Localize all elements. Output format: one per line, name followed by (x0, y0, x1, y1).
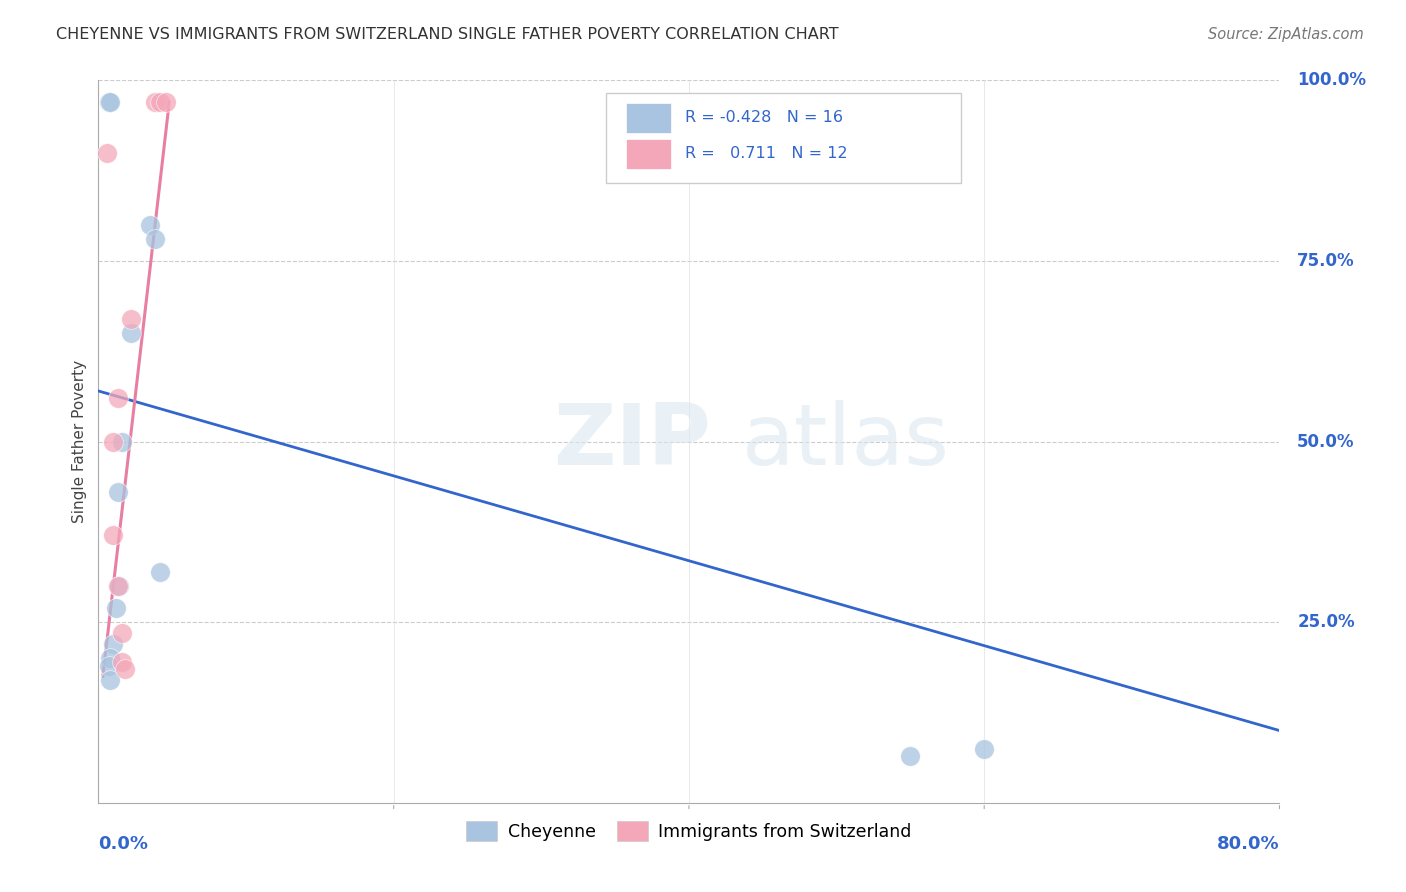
Point (111, 626, 134, 640)
Text: CHEYENNE VS IMMIGRANTS FROM SWITZERLAND SINGLE FATHER POVERTY CORRELATION CHART: CHEYENNE VS IMMIGRANTS FROM SWITZERLAND … (56, 27, 839, 42)
Point (120, 311, 142, 326)
Point (98, 651, 121, 665)
Point (103, 637, 125, 651)
Point (149, 565, 172, 579)
Point (149, 95, 172, 109)
Point (108, 579, 131, 593)
Point (111, 655, 134, 669)
Point (155, 95, 177, 109)
Legend: Cheyenne, Immigrants from Switzerland: Cheyenne, Immigrants from Switzerland (460, 814, 918, 848)
Point (96, 145, 118, 160)
Point (98, 95, 121, 109)
Text: ZIP: ZIP (553, 400, 711, 483)
FancyBboxPatch shape (626, 139, 671, 169)
Text: 25.0%: 25.0% (1298, 613, 1355, 632)
Point (105, 600, 128, 615)
Text: 50.0%: 50.0% (1298, 433, 1354, 450)
Text: 75.0%: 75.0% (1298, 252, 1355, 270)
Point (97, 95, 120, 109)
Text: R = -0.428   N = 16: R = -0.428 N = 16 (685, 111, 844, 126)
Point (139, 218, 162, 232)
Text: 100.0%: 100.0% (1298, 71, 1367, 89)
Point (120, 326, 142, 340)
Point (107, 579, 129, 593)
FancyBboxPatch shape (606, 93, 960, 183)
Text: 80.0%: 80.0% (1216, 835, 1279, 854)
Text: Source: ZipAtlas.com: Source: ZipAtlas.com (1208, 27, 1364, 42)
Point (103, 528, 125, 542)
Point (103, 434, 125, 449)
Point (111, 434, 134, 449)
Point (114, 662, 136, 676)
Point (107, 391, 129, 405)
Point (900, 748, 922, 763)
Text: atlas: atlas (742, 400, 950, 483)
Text: 0.0%: 0.0% (98, 835, 149, 854)
Point (143, 232, 166, 246)
Y-axis label: Single Father Poverty: Single Father Poverty (72, 360, 87, 523)
Point (973, 741, 995, 756)
Point (143, 95, 166, 109)
Text: R =   0.711   N = 12: R = 0.711 N = 12 (685, 146, 848, 161)
Point (98, 673, 121, 687)
Point (107, 485, 129, 500)
Point (97, 658, 120, 673)
FancyBboxPatch shape (626, 103, 671, 133)
